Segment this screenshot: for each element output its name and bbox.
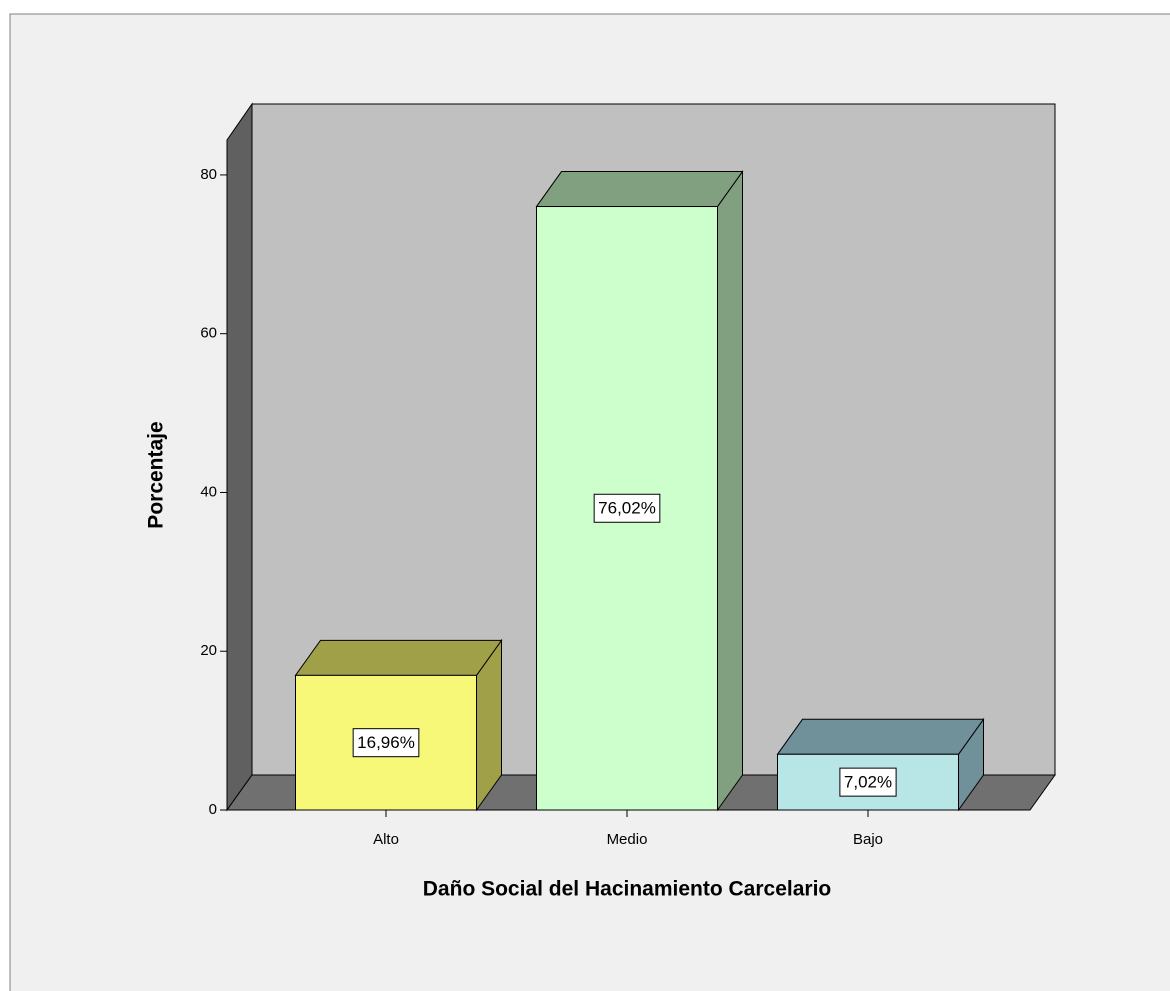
left-wall [226,102,253,812]
bar-top [776,718,985,755]
y-tick-label: 60 [200,325,217,342]
value-label: 76,02% [598,499,656,518]
y-tick-label: 0 [209,801,217,818]
x-tick-label: Alto [373,831,399,848]
x-axis-title: Daño Social del Hacinamiento Carcelario [423,878,831,901]
y-tick-label: 20 [200,642,217,659]
x-tick-label: Medio [607,831,648,848]
value-label: 16,96% [357,733,415,752]
value-label-box [593,493,661,523]
value-label-box [839,767,897,797]
bar-top [294,639,503,676]
value-label: 7,02% [844,773,892,792]
y-axis-title: Porcentaje [145,421,168,528]
value-label-box [352,728,420,758]
y-tick-label: 80 [200,166,217,183]
x-tick-label: Bajo [853,831,883,848]
bar-side [717,169,743,812]
bar-top [535,171,744,208]
y-tick-label: 40 [200,483,217,500]
